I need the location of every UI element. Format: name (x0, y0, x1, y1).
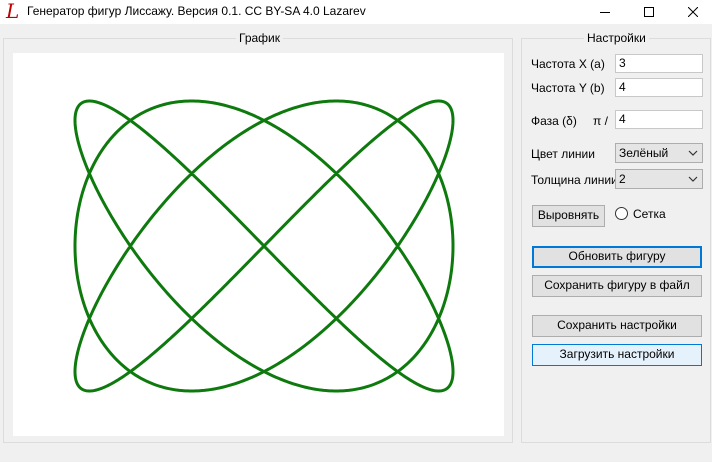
chevron-down-icon (688, 150, 698, 156)
chevron-down-icon (688, 176, 698, 182)
lissajous-canvas (13, 53, 504, 436)
freq-x-label: Частота X (a) (531, 57, 605, 71)
load-settings-button[interactable]: Загрузить настройки (532, 344, 702, 366)
minimize-button[interactable] (582, 0, 628, 24)
settings-group-title: Настройки (584, 31, 649, 45)
grid-radio[interactable] (615, 207, 628, 220)
graph-group-title: График (236, 31, 283, 45)
line-width-value: 2 (619, 172, 626, 186)
align-button[interactable]: Выровнять (532, 205, 605, 227)
lissajous-curve (73, 99, 455, 393)
lissajous-app-icon: L (6, 0, 20, 23)
close-button[interactable] (670, 0, 712, 24)
freq-y-label: Частота Y (b) (531, 81, 605, 95)
line-color-select[interactable]: Зелёный (615, 143, 703, 163)
phase-input[interactable]: 4 (615, 110, 703, 129)
title-bar: L Генератор фигур Лиссажу. Версия 0.1. C… (0, 0, 712, 24)
line-color-label: Цвет линии (531, 147, 595, 161)
minimize-icon (600, 12, 610, 13)
freq-x-input[interactable]: 3 (615, 54, 703, 73)
save-figure-button[interactable]: Сохранить фигуру в файл (532, 275, 702, 297)
freq-y-input[interactable]: 4 (615, 78, 703, 97)
settings-group (521, 38, 711, 443)
window-title: Генератор фигур Лиссажу. Версия 0.1. CC … (27, 4, 366, 18)
phase-label: Фаза (δ) (531, 114, 577, 128)
maximize-button[interactable] (626, 0, 672, 24)
grid-label: Сетка (633, 207, 666, 221)
phase-pi-prefix: π / (593, 114, 608, 128)
update-figure-button[interactable]: Обновить фигуру (532, 246, 702, 268)
close-icon (688, 7, 698, 17)
line-width-select[interactable]: 2 (615, 169, 703, 189)
line-width-label: Толщина линии (531, 173, 618, 187)
save-settings-button[interactable]: Сохранить настройки (532, 315, 702, 337)
lissajous-plot (73, 99, 455, 393)
line-color-value: Зелёный (619, 146, 669, 160)
maximize-icon (644, 7, 654, 17)
